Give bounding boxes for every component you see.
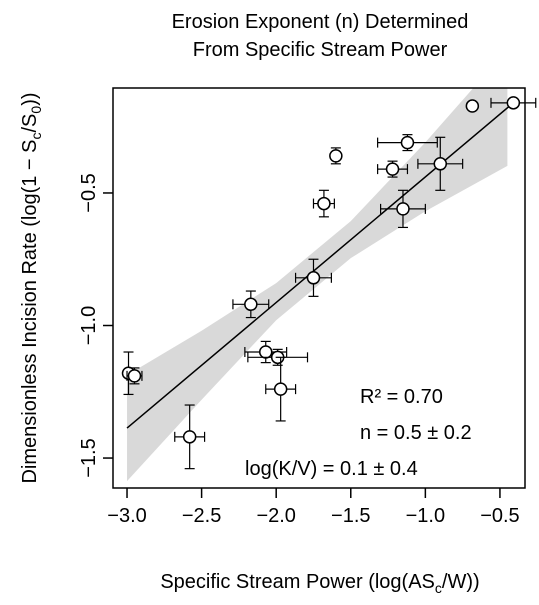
- x-tick-label: −1.5: [331, 505, 370, 527]
- label-part: /W)): [442, 571, 480, 593]
- data-point: [258, 345, 273, 359]
- x-tick-label: −2.0: [256, 505, 295, 527]
- data-point: [506, 96, 521, 110]
- data-point: [273, 382, 288, 396]
- plot-frame: [112, 87, 526, 489]
- annotation: R² = 0.70: [360, 386, 443, 408]
- x-label: Specific Stream Power (log(ASc/W)): [160, 571, 479, 596]
- label-part: )): [19, 92, 41, 105]
- label-part: 0: [28, 106, 44, 114]
- label-part: Dimensionless Incision Rate (log(1 − S: [19, 139, 41, 483]
- annotation: log(K/V) = 0.1 ± 0.4: [245, 458, 418, 480]
- x-tick-label: −1.0: [406, 505, 445, 527]
- data-point: [317, 196, 331, 211]
- x-tick-label: −3.0: [107, 505, 146, 527]
- data-point: [329, 149, 343, 163]
- confidence-band: [127, 88, 508, 482]
- chart-title: Erosion Exponent (n) Determined: [172, 11, 469, 33]
- label-part: Specific Stream Power (log(AS: [160, 571, 435, 593]
- label-part: c: [435, 580, 442, 596]
- chart-title: From Specific Stream Power: [193, 39, 448, 61]
- x-tick-label: −2.5: [182, 505, 221, 527]
- label-part: /S: [19, 114, 41, 133]
- data-point: [465, 99, 480, 113]
- data-point: [306, 271, 321, 285]
- plot-area: [126, 88, 514, 482]
- data-point: [400, 135, 415, 150]
- x-tick-label: −0.5: [480, 505, 519, 527]
- data-point: [127, 369, 142, 383]
- label-part: c: [28, 132, 44, 139]
- data-point: [396, 202, 410, 216]
- data-point: [385, 162, 400, 176]
- y-tick-label: −1.5: [78, 438, 100, 477]
- y-tick-label: −0.5: [78, 173, 100, 212]
- y-label: Dimensionless Incision Rate (log(1 − Sc/…: [19, 92, 44, 483]
- data-point: [244, 297, 258, 312]
- y-tick-label: −1.0: [78, 306, 100, 345]
- regression-line: [126, 102, 514, 429]
- data-point: [433, 157, 448, 171]
- data-point: [182, 430, 197, 444]
- annotation: n = 0.5 ± 0.2: [360, 422, 472, 444]
